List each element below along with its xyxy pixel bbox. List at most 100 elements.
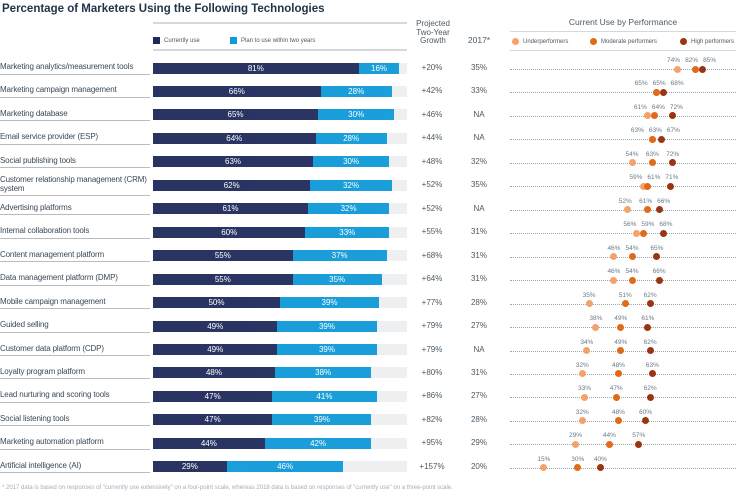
dot-value-label: 44%: [602, 432, 616, 440]
bar-track: 63% 30%: [153, 156, 407, 168]
dot-value-label: 62%: [643, 338, 657, 346]
dot-value-label: 34%: [580, 338, 594, 346]
dot-value-label: 65%: [652, 80, 666, 88]
bar-plan: 30%: [318, 109, 395, 121]
dot-row-line: [510, 92, 736, 94]
dot-value-label: 33%: [578, 385, 592, 393]
legend-label: Plan to use within two years: [241, 37, 316, 44]
bar-current: 61%: [153, 203, 308, 215]
dot-value-label: 15%: [537, 455, 551, 463]
dot-high-performers: [660, 88, 668, 96]
y2017-value: 31%: [470, 250, 487, 260]
dot-value-label: 68%: [659, 221, 673, 229]
dot-moderate-performers: [644, 206, 652, 214]
dot-row-line: [510, 280, 736, 282]
dot-underperformers: [624, 206, 632, 214]
dot-underperformers: [610, 253, 618, 261]
bar-current: 50%: [153, 297, 280, 309]
dot-moderate-performers: [651, 112, 659, 120]
bar-plan: 37%: [292, 250, 387, 262]
dot-value-label: 48%: [611, 361, 625, 369]
legend-item-moderate: Moderate performers: [590, 38, 657, 45]
legend-item-high: High performers: [680, 38, 734, 45]
dot-value-label: 56%: [623, 221, 637, 229]
dot-value-label: 59%: [629, 174, 643, 182]
chart-title: Percentage of Marketers Using the Follow…: [2, 3, 325, 15]
bar-plan: 32%: [310, 179, 392, 191]
bar-plan: 28%: [315, 132, 387, 144]
dot-value-label: 40%: [593, 455, 607, 463]
dot-moderate-performers: [648, 159, 656, 167]
growth-value: +52%: [421, 180, 443, 190]
bar-track: 49% 39%: [153, 344, 407, 356]
dot-value-label: 52%: [618, 197, 632, 205]
dot-moderate-performers: [574, 464, 582, 472]
y2017-value: 31%: [470, 274, 487, 284]
dot-value-label: 35%: [582, 291, 596, 299]
dot-value-label: 49%: [614, 315, 628, 323]
legend-item-under: Underperformers: [512, 38, 568, 45]
growth-value: +52%: [421, 203, 443, 213]
dot-value-label: 54%: [625, 150, 639, 158]
bar-plan: 39%: [280, 297, 380, 309]
growth-value: +42%: [421, 86, 443, 96]
dot-high-performers: [653, 253, 661, 261]
dot-row-line: [510, 186, 736, 188]
bar-plan: 38%: [274, 367, 372, 379]
bar-current: 81%: [153, 62, 359, 74]
y2017-value: 33%: [470, 86, 487, 96]
growth-value: +95%: [421, 438, 443, 448]
y2017-value: 28%: [470, 414, 487, 424]
bar-plan: 35%: [292, 273, 382, 285]
dot-underperformers: [673, 65, 681, 73]
legend-item-current: Currently use: [153, 37, 200, 44]
dot-moderate-performers: [644, 182, 652, 190]
growth-header: Projected Two-Year Growth: [416, 19, 450, 45]
row-label: Loyalty program platform: [0, 367, 150, 380]
y2017-value: NA: [473, 344, 485, 354]
y2017-header: 2017*: [467, 35, 491, 45]
dot-moderate-performers: [648, 135, 656, 143]
dot-underperformers: [581, 393, 589, 401]
y2017-value: NA: [473, 133, 485, 143]
growth-value: +77%: [421, 297, 443, 307]
growth-value: +82%: [421, 414, 443, 424]
dot-high-performers: [648, 370, 656, 378]
dot-row-line: [510, 162, 736, 164]
bar-current: 48%: [153, 367, 275, 379]
dot-value-label: 30%: [571, 455, 585, 463]
bar-current: 29%: [153, 461, 227, 473]
bar-current: 63%: [153, 156, 314, 168]
y2017-value: 27%: [470, 321, 487, 331]
row-label: Mobile campaign management: [0, 297, 150, 310]
row-label: Marketing database: [0, 109, 150, 122]
dot-value-label: 47%: [609, 385, 623, 393]
row-label: Content management platform: [0, 250, 150, 263]
growth-value: +79%: [421, 321, 443, 331]
dot-value-label: 64%: [651, 103, 665, 111]
bar-current: 55%: [153, 273, 293, 285]
dot-value-label: 51%: [618, 291, 632, 299]
dot-underperformers: [610, 276, 618, 284]
dot-moderate-performers: [621, 300, 629, 308]
legend-dot: [590, 38, 597, 45]
row-label: Marketing campaign management: [0, 86, 150, 98]
dot-row-line: [510, 420, 736, 422]
dot-moderate-performers: [617, 347, 625, 355]
growth-value: +55%: [421, 227, 443, 237]
legend-label: Underperformers: [523, 38, 569, 45]
dot-moderate-performers: [628, 253, 636, 261]
dot-value-label: 61%: [647, 174, 661, 182]
growth-value: +64%: [421, 274, 443, 284]
dot-high-performers: [698, 65, 706, 73]
dot-value-label: 32%: [575, 408, 589, 416]
dot-underperformers: [578, 417, 586, 425]
dot-high-performers: [660, 229, 668, 237]
dot-row-line: [510, 467, 736, 469]
y2017-value: NA: [473, 203, 485, 213]
bar-plan: 32%: [307, 203, 390, 215]
y2017-value: 27%: [470, 391, 487, 401]
row-label: Customer relationship management (CRM) s…: [0, 176, 150, 197]
dot-value-label: 85%: [703, 57, 717, 64]
